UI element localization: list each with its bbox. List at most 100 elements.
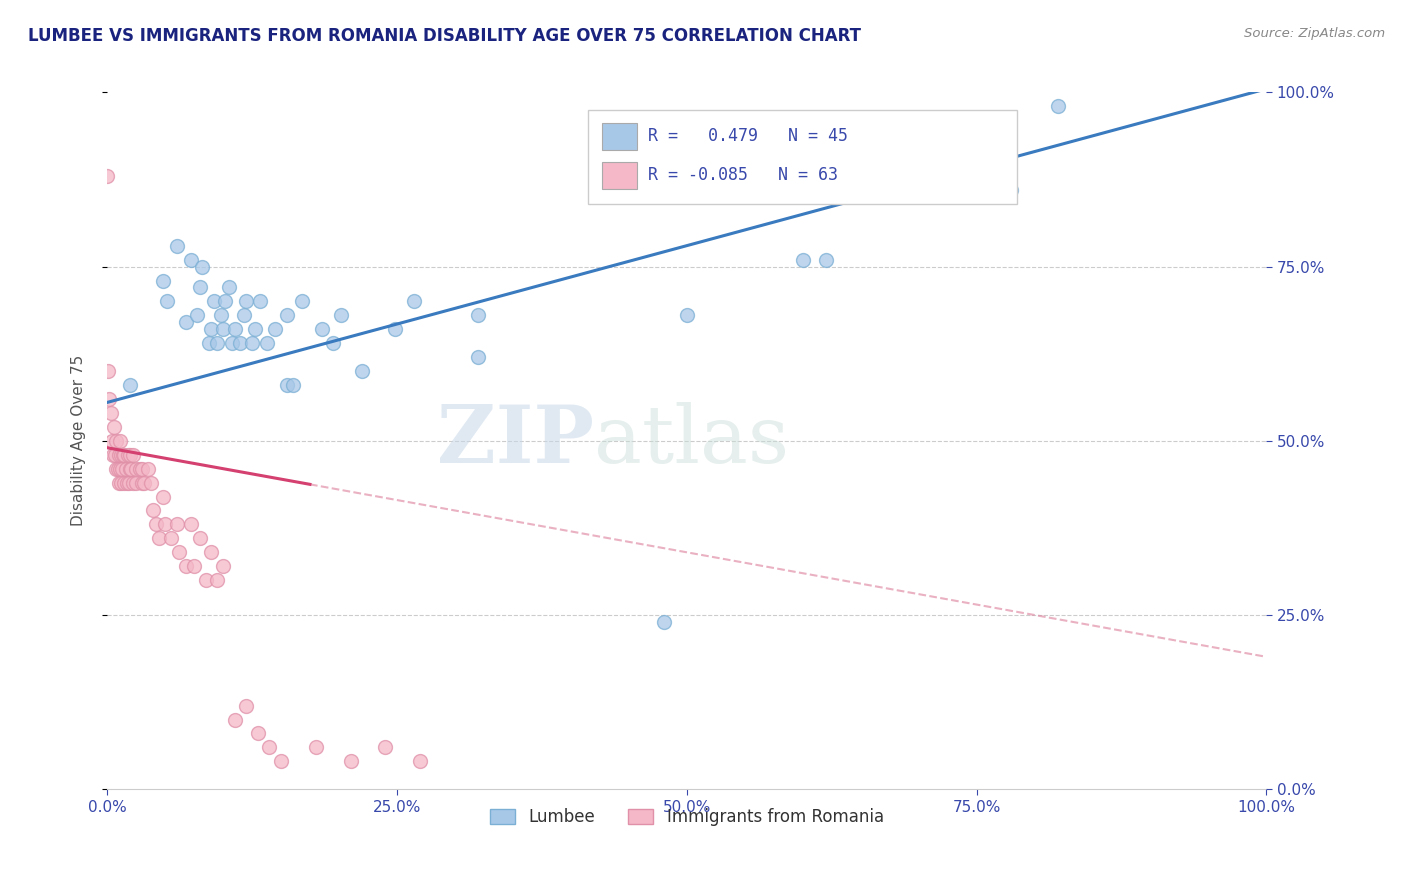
Point	[166, 517, 188, 532]
Point	[291, 294, 314, 309]
Text: Source: ZipAtlas.com: Source: ZipAtlas.com	[1244, 27, 1385, 40]
Point	[191, 260, 214, 274]
Point	[100, 406, 122, 420]
Point	[134, 475, 156, 490]
Point	[145, 517, 167, 532]
Point	[131, 461, 153, 475]
Point	[221, 336, 243, 351]
Point	[339, 755, 361, 769]
Point	[125, 475, 148, 490]
Point	[100, 434, 122, 448]
Point	[107, 461, 129, 475]
Point	[105, 434, 128, 448]
Point	[114, 475, 136, 490]
Point	[1046, 99, 1069, 113]
Point	[240, 336, 263, 351]
Point	[167, 545, 190, 559]
Point	[652, 615, 675, 629]
Point	[409, 755, 432, 769]
Point	[174, 315, 197, 329]
Point	[188, 532, 211, 546]
Point	[205, 573, 228, 587]
Point	[186, 309, 208, 323]
Point	[374, 740, 396, 755]
Point	[118, 475, 141, 490]
Point	[117, 448, 139, 462]
Text: atlas: atlas	[593, 401, 789, 480]
Point	[202, 294, 225, 309]
Point	[814, 252, 837, 267]
Point	[1000, 183, 1022, 197]
Point	[153, 517, 176, 532]
Point	[121, 475, 143, 490]
Point	[246, 726, 269, 740]
Point	[114, 448, 136, 462]
Point	[156, 294, 179, 309]
Point	[125, 461, 148, 475]
Point	[110, 475, 132, 490]
Point	[205, 336, 228, 351]
Bar	[602, 123, 637, 150]
Text: ZIP: ZIP	[437, 401, 593, 480]
Point	[96, 169, 118, 183]
Point	[467, 309, 489, 323]
Point	[104, 448, 127, 462]
Point	[264, 322, 287, 336]
Point	[467, 350, 489, 364]
Point	[148, 532, 170, 546]
Point	[120, 378, 142, 392]
Point	[107, 448, 129, 462]
Point	[174, 559, 197, 574]
Point	[152, 273, 174, 287]
Point	[188, 280, 211, 294]
Point	[224, 713, 246, 727]
Text: R =   0.479   N = 45: R = 0.479 N = 45	[648, 128, 848, 145]
Point	[214, 294, 236, 309]
Point	[305, 740, 328, 755]
Point	[200, 545, 222, 559]
Point	[152, 490, 174, 504]
Point	[166, 238, 188, 252]
Point	[142, 503, 165, 517]
Point	[180, 252, 202, 267]
Point	[136, 461, 159, 475]
Point	[183, 559, 205, 574]
Point	[120, 461, 142, 475]
Point	[322, 336, 344, 351]
Point	[108, 434, 131, 448]
Point	[212, 322, 235, 336]
Legend: Lumbee, Immigrants from Romania: Lumbee, Immigrants from Romania	[484, 802, 890, 833]
Point	[404, 294, 426, 309]
Text: R = -0.085   N = 63: R = -0.085 N = 63	[648, 166, 838, 185]
Point	[311, 322, 333, 336]
FancyBboxPatch shape	[588, 110, 1017, 204]
Point	[224, 322, 246, 336]
Point	[232, 309, 254, 323]
Point	[121, 448, 143, 462]
Point	[270, 755, 292, 769]
Point	[792, 252, 814, 267]
Point	[256, 336, 278, 351]
Point	[249, 294, 271, 309]
Point	[194, 573, 217, 587]
Y-axis label: Disability Age Over 75: Disability Age Over 75	[72, 355, 86, 526]
Point	[330, 309, 353, 323]
Point	[200, 322, 222, 336]
Point	[112, 448, 135, 462]
Point	[108, 461, 131, 475]
Point	[139, 475, 162, 490]
Point	[128, 461, 150, 475]
Point	[245, 322, 267, 336]
Point	[110, 448, 132, 462]
Point	[97, 364, 120, 378]
Point	[235, 698, 257, 713]
Point	[115, 475, 138, 490]
Point	[131, 475, 153, 490]
Point	[101, 448, 124, 462]
Point	[235, 294, 257, 309]
Point	[675, 309, 697, 323]
Point	[229, 336, 252, 351]
Bar	[602, 162, 637, 188]
Point	[103, 420, 125, 434]
Point	[281, 378, 304, 392]
